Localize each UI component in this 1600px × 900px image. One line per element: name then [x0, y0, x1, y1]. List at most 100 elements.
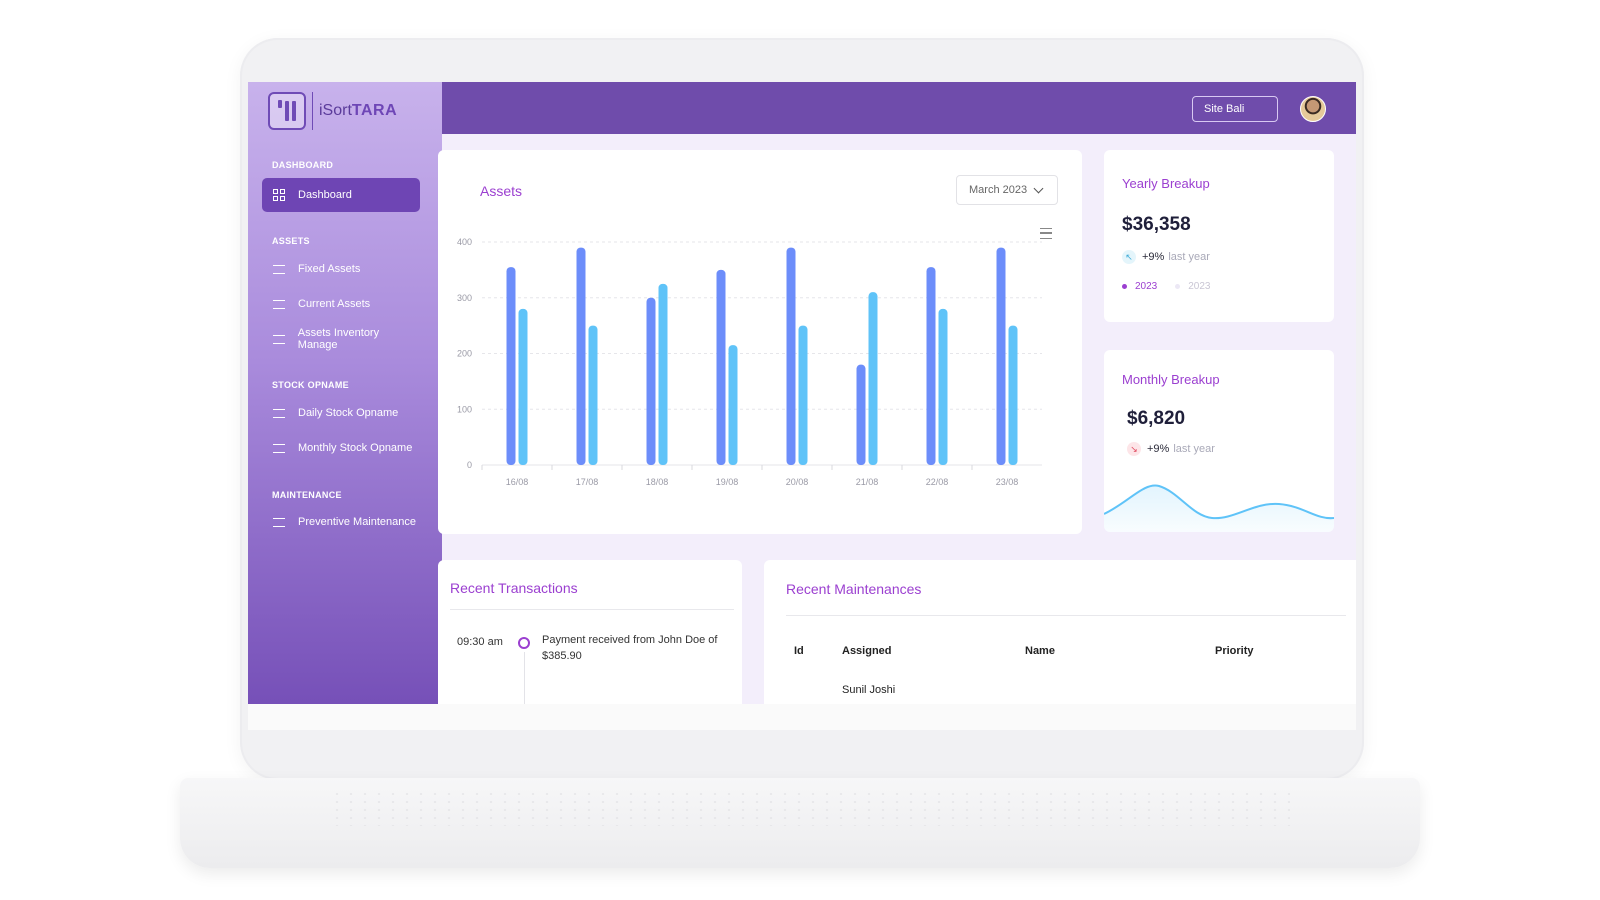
bar-22-08-series-2: [938, 308, 948, 465]
bar-16-08-series-1: [506, 267, 516, 465]
app-screen: iSortTARA DASHBOARD Dashboard ASSETS Fix…: [248, 82, 1356, 727]
sidebar-item-preventive-maintenance[interactable]: Preventive Maintenance: [262, 505, 420, 539]
maintenances-title: Recent Maintenances: [786, 581, 922, 597]
sidebar-item-assets-inventory[interactable]: Assets Inventory Manage: [262, 322, 420, 356]
avatar[interactable]: [1300, 96, 1326, 122]
x-tick-label: 20/08: [786, 477, 809, 487]
lines-icon: [272, 517, 286, 527]
monthly-trend-value: +9%: [1147, 443, 1170, 455]
bar-23-08-series-2: [1008, 325, 1018, 465]
top-bar: Site Bali: [442, 82, 1356, 134]
sidebar-item-label: Fixed Assets: [298, 263, 361, 275]
brand-name: iSortTARA: [319, 102, 398, 119]
sidebar-item-monthly-stock-opname[interactable]: Monthly Stock Opname: [262, 431, 420, 465]
y-tick-label: 300: [457, 293, 472, 303]
lines-icon: [272, 299, 286, 309]
y-tick-label: 100: [457, 404, 472, 414]
bar-18-08-series-2: [658, 283, 668, 465]
arrow-up-left-icon: ↖: [1122, 250, 1136, 264]
assets-card: Assets March 2023 0 100 200 300 400 16/08 17/0…: [438, 150, 1082, 534]
sidebar-item-label: Daily Stock Opname: [298, 407, 399, 419]
bar-17-08-series-1: [576, 247, 586, 465]
yearly-legend: 2023 2023: [1122, 281, 1211, 292]
dashboard-grid-icon: [272, 189, 286, 201]
yearly-trend-note: last year: [1168, 251, 1210, 263]
keyboard: [330, 790, 1290, 826]
x-tick-label: 23/08: [996, 477, 1019, 487]
section-label-stock-opname: STOCK OPNAME: [272, 380, 349, 390]
y-tick-label: 400: [457, 237, 472, 247]
bar-22-08-series-1: [926, 267, 936, 465]
bar-16-08-series-2: [518, 308, 528, 465]
bar-19-08-series-2: [728, 345, 738, 465]
monthly-trend: ↘ +9% last year: [1127, 442, 1215, 456]
x-tick-label: 17/08: [576, 477, 599, 487]
brand-logo[interactable]: iSortTARA: [268, 90, 397, 132]
section-label-dashboard: DASHBOARD: [272, 160, 334, 170]
bar-19-08-series-1: [716, 269, 726, 465]
x-tick-label: 22/08: [926, 477, 949, 487]
recent-maintenances-card: Recent Maintenances Id Assigned Name Pri…: [764, 560, 1356, 720]
timeline-dot-icon: [518, 637, 530, 649]
section-label-maintenance: MAINTENANCE: [272, 490, 342, 500]
lines-icon: [272, 334, 286, 344]
column-header-name[interactable]: Name: [1025, 645, 1055, 657]
yearly-trend-value: +9%: [1142, 251, 1165, 263]
y-tick-label: 200: [457, 349, 472, 359]
assets-title: Assets: [480, 183, 523, 199]
arrow-down-right-icon: ↘: [1127, 442, 1141, 456]
y-tick-label: 0: [467, 460, 472, 470]
assets-bar-chart: 0 100 200 300 400 16/08 17/08 18/08 19/08 20/08 21…: [457, 237, 1042, 487]
bar-17-08-series-2: [588, 325, 598, 465]
column-header-assigned[interactable]: Assigned: [842, 645, 892, 657]
column-header-id[interactable]: Id: [794, 645, 804, 657]
x-tick-label: 16/08: [506, 477, 529, 487]
screen-bezel: [248, 704, 1356, 730]
x-tick-label: 19/08: [716, 477, 739, 487]
lines-icon: [272, 443, 286, 453]
sidebar: iSortTARA DASHBOARD Dashboard ASSETS Fix…: [248, 82, 442, 704]
bar-18-08-series-1: [646, 297, 656, 465]
transactions-title: Recent Transactions: [450, 580, 578, 596]
monthly-breakup-card: Monthly Breakup $6,820 ↘ +9% last year: [1104, 350, 1334, 532]
period-dropdown[interactable]: March 2023: [956, 175, 1058, 205]
site-selector[interactable]: Site Bali: [1192, 96, 1278, 122]
section-label-assets: ASSETS: [272, 236, 310, 246]
legend-dot: [1175, 284, 1181, 289]
sidebar-item-fixed-assets[interactable]: Fixed Assets: [262, 252, 420, 286]
transaction-time: 09:30 am: [457, 636, 503, 648]
column-header-priority[interactable]: Priority: [1215, 645, 1254, 657]
lines-icon: [272, 264, 286, 274]
sidebar-item-label: Monthly Stock Opname: [298, 442, 413, 454]
transaction-text: Payment received from John Doe of $385.9…: [542, 634, 718, 662]
legend-label: 2023: [1188, 281, 1211, 292]
sidebar-item-label: Current Assets: [298, 298, 371, 310]
yearly-value: $36,358: [1122, 214, 1191, 235]
sidebar-item-current-assets[interactable]: Current Assets: [262, 287, 420, 321]
monthly-value: $6,820: [1127, 408, 1186, 429]
bar-23-08-series-1: [996, 247, 1006, 465]
sidebar-item-dashboard[interactable]: Dashboard: [262, 178, 420, 212]
monthly-sparkline: [1104, 484, 1334, 532]
sidebar-item-daily-stock-opname[interactable]: Daily Stock Opname: [262, 396, 420, 430]
period-value: March 2023: [969, 184, 1028, 196]
bar-21-08-series-1: [856, 364, 866, 465]
yearly-breakup-card: Yearly Breakup $36,358 ↖ +9% last year 2…: [1104, 150, 1334, 322]
sidebar-item-label: Preventive Maintenance: [298, 516, 417, 528]
legend-label: 2023: [1135, 281, 1158, 292]
sidebar-item-label: Assets Inventory Manage: [297, 327, 380, 351]
monthly-trend-note: last year: [1173, 443, 1215, 455]
bar-21-08-series-2: [868, 292, 878, 465]
lines-icon: [272, 408, 286, 418]
yearly-trend: ↖ +9% last year: [1122, 250, 1210, 264]
bar-20-08-series-1: [786, 247, 796, 465]
legend-dot: [1122, 284, 1127, 289]
logo-icon: [268, 92, 306, 130]
x-tick-label: 21/08: [856, 477, 879, 487]
chart-menu-icon[interactable]: [1040, 228, 1052, 239]
monthly-title: Monthly Breakup: [1122, 372, 1220, 387]
sidebar-item-label: Dashboard: [298, 189, 352, 201]
bar-20-08-series-2: [798, 325, 808, 465]
yearly-title: Yearly Breakup: [1122, 176, 1210, 191]
table-cell-assigned: Sunil Joshi: [842, 684, 896, 696]
